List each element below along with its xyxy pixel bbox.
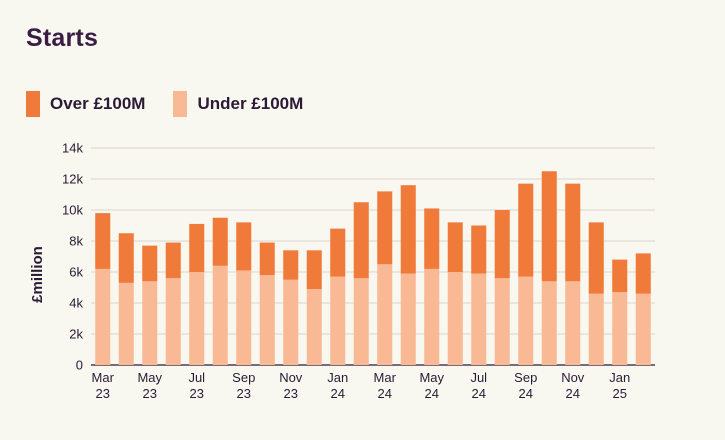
bar-over	[142, 245, 158, 282]
bar-over	[189, 223, 205, 272]
bar-under	[400, 273, 416, 365]
bar-over	[400, 185, 416, 274]
bar-under	[541, 281, 557, 365]
bar-over	[306, 250, 322, 290]
x-tick-label: 23	[96, 386, 110, 401]
y-tick-label: 6k	[69, 265, 83, 280]
x-tick-label: 24	[472, 386, 486, 401]
y-tick-label: 14k	[62, 141, 83, 156]
legend-swatch-over	[26, 91, 40, 117]
bar-over	[612, 259, 628, 293]
y-tick-label: 10k	[62, 203, 83, 218]
bar-over	[353, 202, 369, 279]
bar-under	[212, 265, 228, 365]
bar-under	[353, 278, 369, 365]
x-tick-label: Jan	[609, 370, 630, 385]
bar-under	[330, 276, 346, 365]
x-tick-label: 23	[284, 386, 298, 401]
x-tick-label: Jul	[470, 370, 487, 385]
bar-over	[494, 210, 510, 279]
bar-over	[95, 213, 111, 269]
y-axis-title: £million	[29, 246, 46, 303]
bar-under	[612, 292, 628, 365]
y-tick-label: 0	[76, 358, 83, 373]
bar-over	[635, 253, 651, 294]
x-tick-label: 24	[566, 386, 580, 401]
bar-under	[118, 282, 134, 365]
x-tick-label: Mar	[92, 370, 115, 385]
bar-under	[306, 289, 322, 365]
x-tick-label: 24	[519, 386, 533, 401]
legend-label-under: Under £100M	[197, 94, 304, 113]
bar-over	[377, 191, 393, 265]
bar-under	[635, 293, 651, 365]
bar-under	[565, 281, 581, 365]
x-tick-label: May	[419, 370, 444, 385]
legend: Over £100M Under £100M	[26, 91, 331, 117]
y-tick-label: 12k	[62, 172, 83, 187]
bar-over	[565, 183, 581, 282]
bar-under	[259, 275, 275, 365]
x-tick-label: Sep	[514, 370, 537, 385]
bar-over	[118, 233, 134, 283]
y-tick-label: 2k	[69, 327, 83, 342]
x-tick-label: May	[137, 370, 162, 385]
x-tick-label: 25	[613, 386, 627, 401]
bar-under	[424, 268, 440, 365]
x-tick-label: 23	[237, 386, 251, 401]
x-tick-label: 24	[331, 386, 345, 401]
bar-over	[447, 222, 463, 272]
bar-under	[189, 272, 205, 365]
x-tick-label: 23	[143, 386, 157, 401]
x-tick-label: Nov	[279, 370, 303, 385]
bar-over	[588, 222, 604, 294]
bar-under	[283, 279, 299, 365]
bar-over	[212, 217, 228, 266]
bar-under	[588, 293, 604, 365]
bar-under	[95, 268, 111, 365]
x-tick-label: Jul	[188, 370, 205, 385]
x-tick-label: Jan	[327, 370, 348, 385]
bar-over	[259, 242, 275, 276]
bar-over	[471, 225, 487, 274]
chart-title: Starts	[26, 24, 99, 52]
bar-over	[424, 208, 440, 269]
bar-under	[236, 270, 252, 365]
legend-swatch-under	[173, 91, 188, 117]
bar-over	[165, 242, 181, 279]
bar-under	[471, 273, 487, 365]
x-tick-label: 24	[425, 386, 439, 401]
x-tick-label: 24	[378, 386, 392, 401]
bar-over	[518, 183, 534, 277]
bar-under	[494, 278, 510, 365]
bar-under	[518, 276, 534, 365]
x-tick-label: Mar	[374, 370, 397, 385]
x-tick-label: 23	[190, 386, 204, 401]
y-tick-label: 4k	[69, 296, 83, 311]
bar-over	[236, 222, 252, 271]
bar-over	[330, 228, 346, 277]
bar-under	[447, 272, 463, 365]
x-tick-label: Sep	[232, 370, 255, 385]
legend-item-under: Under £100M	[173, 91, 303, 117]
x-tick-label: Nov	[561, 370, 585, 385]
bar-over	[541, 171, 557, 282]
y-tick-label: 8k	[69, 234, 83, 249]
bar-under	[377, 264, 393, 365]
bar-over	[283, 250, 299, 280]
legend-label-over: Over £100M	[50, 94, 146, 113]
legend-item-over: Over £100M	[26, 91, 145, 117]
bar-under	[165, 278, 181, 365]
bar-under	[142, 281, 158, 365]
